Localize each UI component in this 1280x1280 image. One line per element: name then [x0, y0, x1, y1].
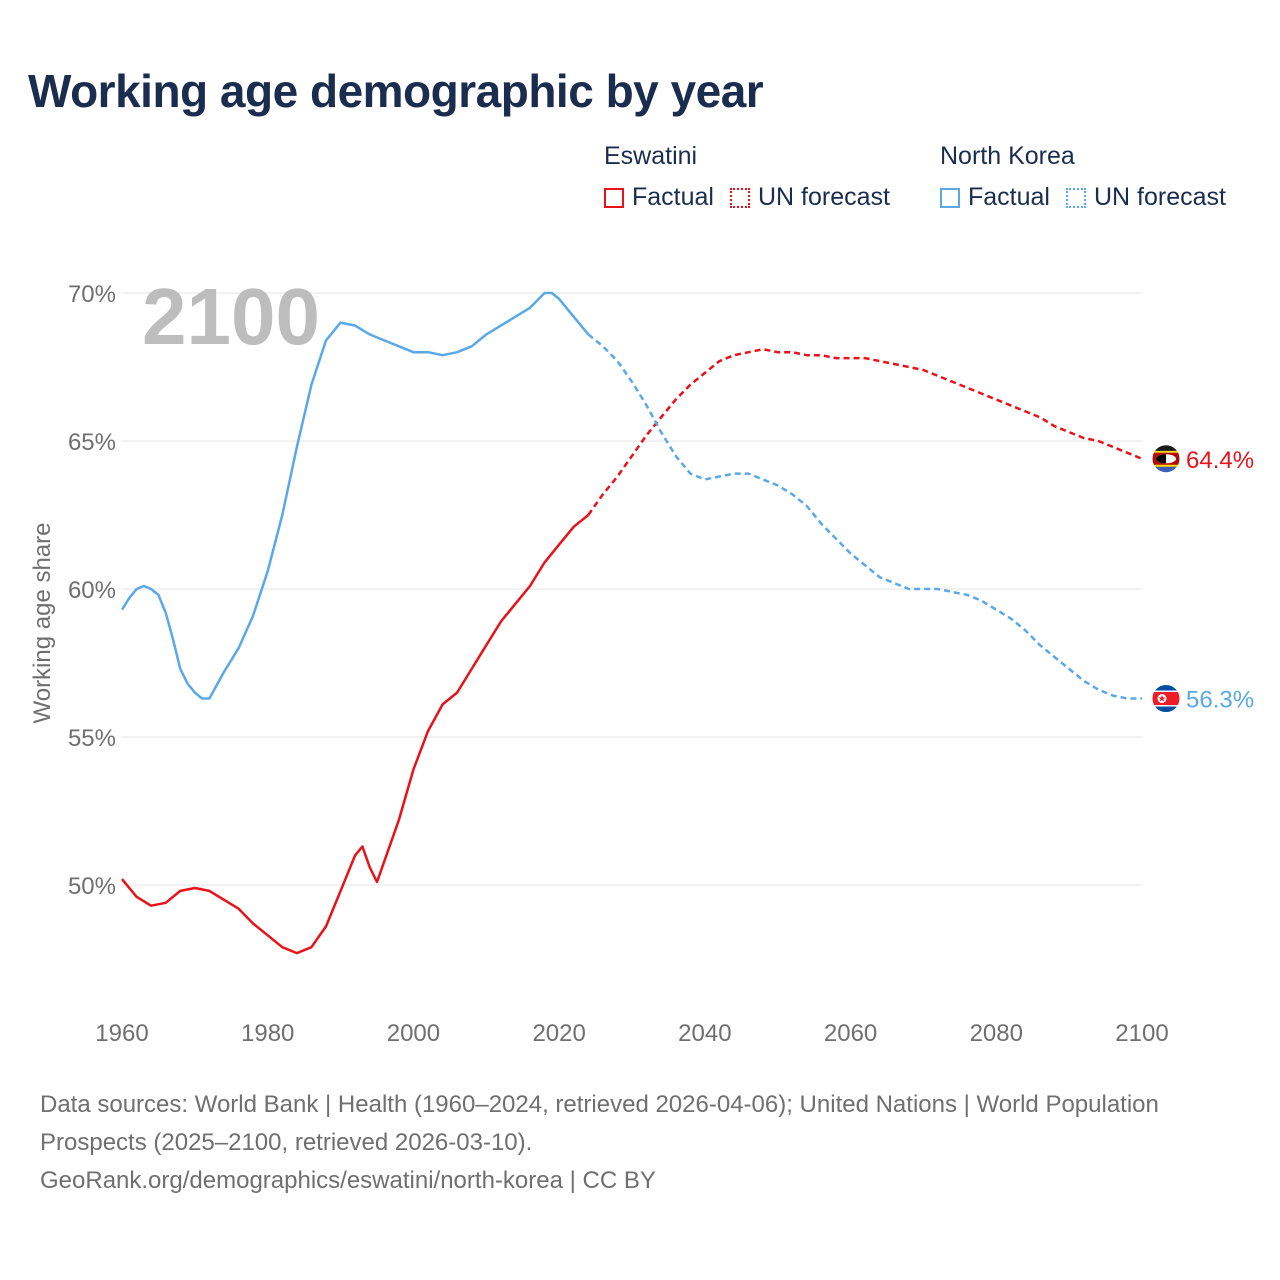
y-tick-label: 55%: [68, 725, 116, 752]
year-watermark: 2100: [142, 272, 320, 361]
data-sources: Data sources: World Bank | Health (1960–…: [40, 1091, 1159, 1156]
y-tick-label: 65%: [68, 429, 116, 456]
north-korea-factual-line: [120, 291, 590, 700]
legend-label: UN forecast: [1093, 183, 1226, 211]
legend-swatch-solid-icon: [940, 187, 960, 208]
legend-item-north-korea-forecast[interactable]: UN forecast: [1065, 183, 1226, 212]
y-tick-label: 70%: [68, 281, 116, 308]
x-tick-label: 1980: [241, 1020, 294, 1047]
y-tick-label: 60%: [68, 577, 116, 604]
legend-item-eswatini-forecast[interactable]: UN forecast: [729, 183, 890, 212]
north-korea-flag-icon: [1151, 684, 1181, 714]
x-tick-label: 2060: [824, 1020, 877, 1047]
credit-line: GeoRank.org/demographics/eswatini/north-…: [40, 1167, 656, 1194]
legend-item-eswatini-factual[interactable]: Factual: [604, 183, 714, 212]
eswatini-flag-icon: [1151, 444, 1181, 474]
x-tick-label: 2040: [678, 1020, 731, 1047]
x-tick-label: 2020: [532, 1020, 585, 1047]
line-chart: 2100 50% 55% 60% 65% 70% 1960 1980 2000 2020 204…: [29, 272, 1254, 1047]
y-axis-label: Working age share: [29, 523, 56, 724]
legend-label: Factual: [968, 183, 1050, 211]
legend-swatch-dotted-icon: [1065, 187, 1086, 208]
end-value-label: 56.3%: [1186, 687, 1254, 714]
legend-label: Factual: [632, 183, 714, 211]
legend-label: UN forecast: [757, 183, 890, 211]
legend-group-north-korea: North Korea Factual UN forecast: [940, 142, 1242, 212]
chart-title: Working age demographic by year: [28, 65, 764, 117]
end-value-label: 64.4%: [1186, 447, 1254, 474]
eswatini-factual-line: [121, 514, 590, 955]
legend-swatch-dotted-icon: [729, 187, 750, 208]
x-tick-label: 2080: [970, 1020, 1023, 1047]
legend-group-name: Eswatini: [604, 142, 698, 170]
eswatini-forecast-line: [587, 347, 1143, 516]
legend-group-name: North Korea: [940, 142, 1075, 170]
legend-swatch-solid-icon: [604, 187, 624, 208]
footer: Data sources: World Bank | Health (1960–…: [40, 1086, 1240, 1200]
legend-group-eswatini: Eswatini Factual UN forecast: [604, 142, 906, 212]
x-tick-label: 2100: [1115, 1020, 1168, 1047]
legend-item-north-korea-factual[interactable]: Factual: [940, 183, 1050, 212]
x-tick-label: 2000: [387, 1020, 440, 1047]
north-korea-forecast-line: [587, 333, 1142, 700]
x-tick-label: 1960: [95, 1020, 148, 1047]
y-tick-label: 50%: [68, 873, 116, 900]
